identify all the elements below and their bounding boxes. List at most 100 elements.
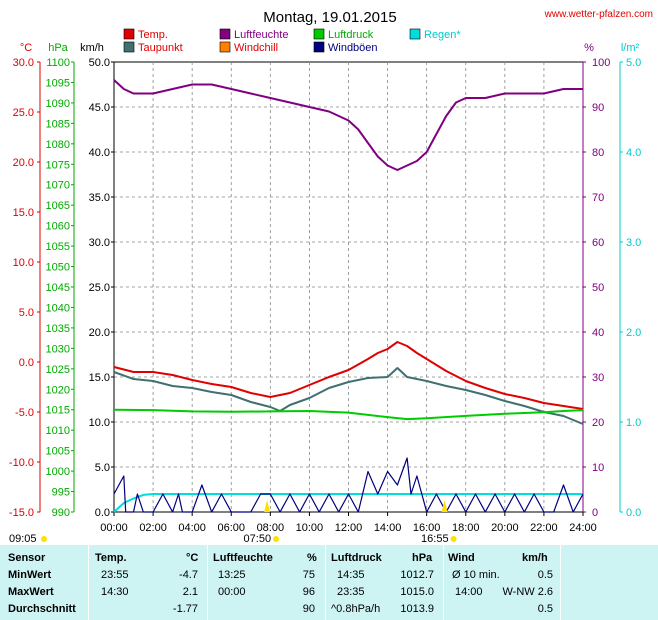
row-avg-pres-trend: ^0.8hPa/h [331, 603, 381, 615]
legend: Temp. Luftfeuchte Luftdruck Regen* Taupunkt W… [123, 28, 461, 54]
rain-axis-label: l/m² [621, 42, 640, 54]
x-tick-label: 06:00 [217, 522, 245, 534]
pressure-tick-label: 1010 [46, 425, 70, 437]
row-max-temp-time: 14:30 [101, 586, 129, 598]
temp-tick-label: 10.0 [13, 257, 34, 269]
prev-sunset-time: 09:05 [9, 533, 37, 545]
header-sensor: Sensor [8, 552, 46, 564]
x-tick-label: 12:00 [335, 522, 363, 534]
pressure-tick-label: 1080 [46, 139, 70, 151]
row-max-wind-value: W-NW 2.6 [502, 586, 553, 598]
wind-tick-label: 20.0 [89, 327, 110, 339]
header-wind-unit: km/h [522, 552, 548, 564]
x-tick-label: 18:00 [452, 522, 480, 534]
row-min-hum-value: 75 [302, 569, 315, 581]
sunset-time: 16:55 [421, 533, 449, 545]
temp-axis-label: °C [20, 42, 32, 54]
legend-swatch [219, 28, 231, 40]
sunrise-marker [264, 500, 271, 512]
header-temp-unit: °C [186, 552, 199, 564]
legend-label: Luftfeuchte [234, 29, 288, 41]
sunset-icon [450, 536, 457, 542]
pressure-tick-label: 1100 [46, 57, 70, 69]
temp-tick-label: 25.0 [13, 107, 34, 119]
pressure-tick-label: 990 [52, 507, 70, 519]
wind-tick-label: 25.0 [89, 282, 110, 294]
pressure-tick-label: 1025 [46, 364, 70, 376]
legend-swatch [313, 41, 325, 53]
row-max-label: MaxWert [8, 586, 54, 598]
pressure-tick-label: 1065 [46, 200, 70, 212]
series-line [113, 493, 583, 513]
row-min-pres-time: 14:35 [337, 569, 365, 581]
row-avg-hum-value: 90 [302, 603, 315, 615]
pressure-tick-label: 1070 [46, 180, 70, 192]
legend-swatch [219, 41, 231, 53]
plot-grid [114, 62, 583, 512]
row-avg-temp-value: -1.77 [172, 603, 198, 615]
pressure-tick-label: 1055 [46, 241, 70, 253]
series-line [113, 408, 584, 421]
header-wind: Wind [448, 552, 475, 564]
row-min-pres-value: 1012.7 [400, 569, 434, 581]
humidity-tick-label: 80 [592, 147, 604, 159]
row-min-wind-value: 0.5 [537, 569, 553, 581]
series-line [113, 341, 584, 410]
row-min-temp-value: -4.7 [179, 569, 198, 581]
pressure-tick-label: 1050 [46, 262, 70, 274]
pressure-axis-label: hPa [48, 42, 68, 54]
x-tick-label: 08:00 [257, 522, 285, 534]
wind-tick-label: 10.0 [89, 417, 110, 429]
humidity-tick-label: 100 [592, 57, 610, 69]
plot-series [113, 79, 584, 513]
legend-label: Regen* [424, 29, 461, 41]
pressure-tick-label: 1035 [46, 323, 70, 335]
temp-tick-label: 0.0 [19, 357, 34, 369]
sunrise-icon [273, 536, 280, 542]
wind-tick-label: 35.0 [89, 192, 110, 204]
wind-tick-label: 0.0 [95, 507, 110, 519]
row-min-label: MinWert [8, 569, 52, 581]
legend-label: Windböen [328, 42, 378, 54]
header-pressure-unit: hPa [412, 552, 433, 564]
row-max-pres-time: 23:35 [337, 586, 365, 598]
humidity-tick-label: 0 [592, 507, 598, 519]
series-line [113, 367, 584, 425]
wind-tick-label: 50.0 [89, 57, 110, 69]
x-tick-label: 20:00 [491, 522, 519, 534]
x-tick-label: 02:00 [139, 522, 167, 534]
row-min-temp-time: 23:55 [101, 569, 129, 581]
humidity-tick-label: 40 [592, 327, 604, 339]
x-tick-label: 04:00 [178, 522, 206, 534]
rain-tick-label: 5.0 [626, 57, 641, 69]
pressure-tick-label: 1030 [46, 343, 70, 355]
pressure-tick-label: 1075 [46, 159, 70, 171]
legend-swatch [123, 28, 135, 40]
pressure-tick-label: 1045 [46, 282, 70, 294]
series-line [113, 79, 583, 171]
row-min-hum-time: 13:25 [218, 569, 246, 581]
temp-tick-label: -5.0 [15, 407, 34, 419]
wind-tick-label: 30.0 [89, 237, 110, 249]
legend-label: Temp. [138, 29, 168, 41]
wind-axis-label: km/h [80, 42, 104, 54]
humidity-tick-label: 70 [592, 192, 604, 204]
x-tick-label: 16:00 [413, 522, 441, 534]
weather-chart: Montag, 19.01.2015 www.wetter-pfalzen.co… [9, 9, 653, 545]
sun-markers: 07:50 16:55 09:05 [9, 500, 457, 545]
row-max-hum-time: 00:00 [218, 586, 246, 598]
pressure-tick-label: 1020 [46, 384, 70, 396]
humidity-tick-label: 20 [592, 417, 604, 429]
x-tick-label: 24:00 [569, 522, 597, 534]
temp-tick-label: -15.0 [9, 507, 34, 519]
series-line [113, 457, 584, 513]
site-link[interactable]: www.wetter-pfalzen.com [544, 9, 653, 20]
x-tick-label: 14:00 [374, 522, 402, 534]
legend-label: Taupunkt [138, 42, 183, 54]
wind-tick-label: 5.0 [95, 462, 110, 474]
row-max-temp-value: 2.1 [182, 586, 198, 598]
legend-swatch [123, 41, 135, 53]
pressure-tick-label: 995 [52, 487, 70, 499]
pressure-tick-label: 1015 [46, 405, 70, 417]
row-min-wind-label: Ø 10 min. [452, 569, 500, 581]
